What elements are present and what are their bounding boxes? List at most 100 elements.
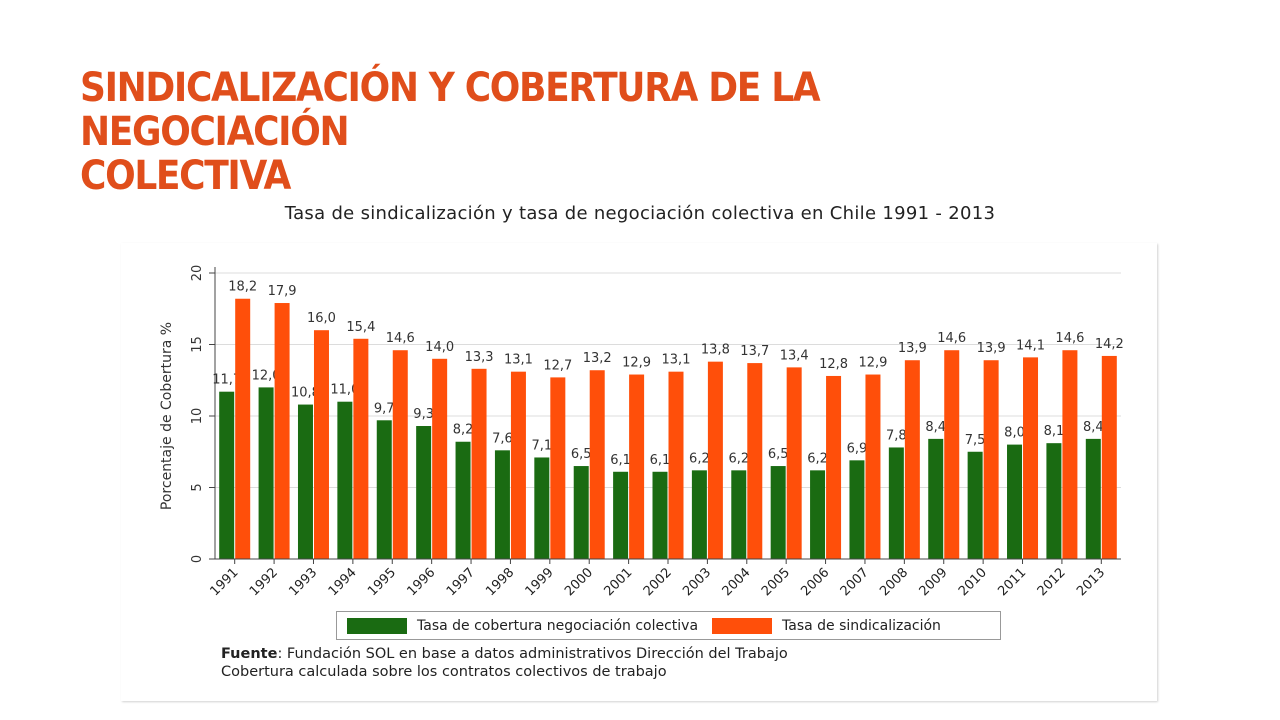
- y-tick-label: 20: [190, 265, 205, 282]
- data-label-cobertura: 6,5: [571, 447, 592, 462]
- bar-cobertura: [297, 404, 313, 559]
- x-tick-label: 2005: [759, 565, 793, 599]
- bar-sindicalizacion: [983, 360, 999, 559]
- data-label-cobertura: 7,1: [531, 438, 552, 453]
- data-label-sindicalizacion: 14,6: [386, 331, 415, 346]
- x-tick-label: 2001: [601, 565, 635, 599]
- slide-title-line-2: COLECTIVA: [80, 153, 291, 199]
- bar-sindicalizacion: [1023, 357, 1039, 559]
- data-label-sindicalizacion: 13,9: [977, 341, 1006, 356]
- x-tick-label: 2009: [917, 565, 951, 599]
- data-label-sindicalizacion: 13,1: [504, 353, 533, 368]
- bar-cobertura: [691, 470, 707, 559]
- bar-cobertura: [613, 471, 629, 559]
- data-label-cobertura: 11,0: [330, 383, 359, 398]
- data-label-cobertura: 12,0: [252, 368, 281, 383]
- data-label-sindicalizacion: 12,7: [543, 358, 572, 373]
- chart-figure: 0 5 10 15 20 Porcentaje de Cobertura % 11,7 18,…: [121, 243, 1157, 701]
- x-tick-label: 1991: [208, 565, 242, 599]
- legend-swatch-cobertura: [347, 618, 407, 634]
- bar-sindicalizacion: [510, 371, 526, 559]
- data-label-cobertura: 7,5: [965, 433, 986, 448]
- y-tick-label: 0: [190, 555, 205, 563]
- data-label-cobertura: 8,1: [1044, 424, 1065, 439]
- bar-sindicalizacion: [944, 350, 960, 559]
- legend-label-cobertura: Tasa de cobertura negociación colectiva: [417, 618, 699, 634]
- bar-cobertura: [1085, 438, 1101, 559]
- data-label-sindicalizacion: 13,7: [740, 344, 769, 359]
- y-tick-label: 10: [190, 408, 205, 425]
- bar-cobertura: [534, 457, 550, 559]
- data-label-sindicalizacion: 16,0: [307, 311, 336, 326]
- data-label-sindicalizacion: 12,9: [858, 356, 887, 371]
- bar-sindicalizacion: [786, 367, 802, 559]
- data-label-cobertura: 6,9: [847, 441, 868, 456]
- x-tick-label: 1998: [483, 565, 517, 599]
- bar-sindicalizacion: [550, 377, 566, 559]
- bar-sindicalizacion: [865, 374, 881, 559]
- x-tick-label: 1995: [365, 565, 399, 599]
- data-label-cobertura: 9,7: [374, 401, 395, 416]
- data-label-sindicalizacion: 17,9: [268, 284, 297, 299]
- bar-chart: 0 5 10 15 20 Porcentaje de Cobertura % 11,7 18,…: [159, 265, 1124, 600]
- data-label-sindicalizacion: 13,8: [701, 343, 730, 358]
- data-label-cobertura: 9,3: [413, 407, 434, 422]
- bar-sindicalizacion: [235, 298, 251, 559]
- data-label-cobertura: 8,4: [925, 420, 946, 435]
- data-label-cobertura: 6,2: [807, 451, 828, 466]
- y-axis-title: Porcentaje de Cobertura %: [159, 322, 175, 510]
- data-label-sindicalizacion: 12,9: [622, 356, 651, 371]
- x-tick-label: 2002: [641, 565, 675, 599]
- data-label-cobertura: 6,2: [728, 451, 749, 466]
- bar-cobertura: [455, 441, 471, 559]
- bar-cobertura: [810, 470, 826, 559]
- x-tick-label: 1992: [247, 565, 281, 599]
- data-label-sindicalizacion: 14,6: [1055, 331, 1084, 346]
- data-label-cobertura: 8,0: [1004, 426, 1025, 441]
- data-label-sindicalizacion: 13,3: [465, 350, 494, 365]
- data-label-sindicalizacion: 14,6: [937, 331, 966, 346]
- source-key: Fuente: [221, 646, 278, 662]
- bar-sindicalizacion: [668, 371, 684, 559]
- data-label-sindicalizacion: 14,2: [1095, 337, 1124, 352]
- x-tick-label: 2004: [720, 565, 754, 599]
- x-tick-label: 2007: [838, 565, 872, 599]
- slide-title: SINDICALIZACIÓN Y COBERTURA DE LA NEGOCI…: [80, 66, 1088, 198]
- data-label-cobertura: 10,8: [291, 386, 320, 401]
- data-label-sindicalizacion: 13,1: [662, 353, 691, 368]
- bar-cobertura: [652, 471, 668, 559]
- x-tick-label: 2013: [1074, 565, 1108, 599]
- chart-source-note: Fuente: Fundación SOL en base a datos ad…: [221, 645, 788, 681]
- bar-cobertura: [1046, 443, 1062, 559]
- data-label-cobertura: 6,2: [689, 451, 710, 466]
- data-label-cobertura: 6,1: [610, 453, 631, 468]
- bar-cobertura: [928, 438, 944, 559]
- bar-sindicalizacion: [707, 361, 723, 559]
- x-tick-label: 2011: [995, 565, 1029, 599]
- bar-sindicalizacion: [747, 363, 763, 559]
- data-label-cobertura: 8,2: [453, 423, 474, 438]
- data-label-sindicalizacion: 15,4: [346, 320, 375, 335]
- y-tick-label: 15: [190, 336, 205, 353]
- bar-cobertura: [258, 387, 274, 559]
- bar-cobertura: [219, 391, 235, 559]
- bar-cobertura: [416, 426, 432, 559]
- data-label-sindicalizacion: 14,0: [425, 340, 454, 355]
- data-label-cobertura: 7,8: [886, 428, 907, 443]
- bar-cobertura: [967, 451, 983, 559]
- bar-sindicalizacion: [1101, 355, 1117, 559]
- x-tick-label: 1994: [326, 565, 360, 599]
- x-tick-label: 2008: [877, 565, 911, 599]
- chart-heading: Tasa de sindicalización y tasa de negoci…: [284, 203, 996, 224]
- legend-swatch-sindicalizacion: [712, 618, 772, 634]
- bar-cobertura: [376, 420, 392, 559]
- y-tick-label: 5: [190, 483, 205, 491]
- bar-sindicalizacion: [274, 303, 290, 559]
- x-tick-label: 2010: [956, 565, 990, 599]
- source-line-2: Cobertura calculada sobre los contratos …: [221, 664, 667, 680]
- x-tick-label: 2003: [680, 565, 714, 599]
- bar-sindicalizacion: [904, 360, 920, 559]
- bar-sindicalizacion: [629, 374, 645, 559]
- data-label-sindicalizacion: 18,2: [228, 280, 257, 295]
- data-label-cobertura: 6,5: [768, 447, 789, 462]
